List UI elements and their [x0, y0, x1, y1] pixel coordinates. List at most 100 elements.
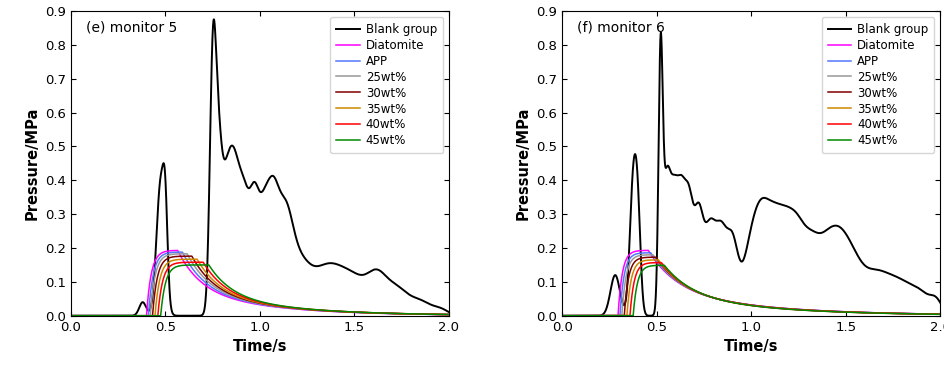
APP — [780, 306, 791, 311]
25wt% — [647, 253, 658, 257]
45wt% — [693, 290, 704, 295]
45wt% — [65, 314, 76, 318]
40wt% — [796, 308, 807, 312]
APP — [575, 314, 586, 318]
Line: Diatomite: Diatomite — [562, 250, 939, 316]
25wt% — [575, 314, 586, 318]
Diatomite — [305, 308, 316, 312]
35wt% — [575, 314, 586, 318]
Diatomite — [346, 310, 357, 315]
45wt% — [856, 311, 868, 315]
35wt% — [652, 258, 664, 262]
40wt% — [65, 314, 76, 318]
25wt% — [305, 308, 316, 312]
Line: 40wt%: 40wt% — [71, 262, 448, 316]
40wt% — [780, 307, 791, 311]
30wt% — [796, 308, 807, 312]
30wt% — [934, 312, 944, 316]
APP — [346, 310, 357, 314]
40wt% — [934, 312, 944, 316]
APP — [305, 308, 316, 312]
Diatomite — [575, 314, 586, 318]
Blank group — [305, 262, 316, 266]
45wt% — [836, 310, 848, 314]
Line: 30wt%: 30wt% — [71, 256, 448, 316]
Blank group — [556, 314, 567, 318]
25wt% — [202, 279, 213, 284]
30wt% — [443, 312, 454, 317]
Blank group — [208, 17, 219, 22]
45wt% — [658, 263, 669, 268]
45wt% — [346, 310, 357, 314]
30wt% — [84, 314, 95, 318]
45wt% — [934, 312, 944, 316]
APP — [443, 312, 454, 317]
40wt% — [289, 306, 300, 310]
40wt% — [305, 307, 316, 312]
Text: (f) monitor 6: (f) monitor 6 — [577, 20, 665, 34]
Line: Diatomite: Diatomite — [71, 250, 448, 316]
Blank group — [84, 314, 95, 318]
APP — [289, 307, 300, 311]
Text: (e) monitor 5: (e) monitor 5 — [86, 20, 177, 34]
40wt% — [84, 314, 95, 318]
Diatomite — [693, 291, 704, 295]
X-axis label: Time/s: Time/s — [723, 339, 778, 354]
25wt% — [796, 308, 807, 312]
APP — [856, 310, 868, 315]
Line: 45wt%: 45wt% — [562, 265, 939, 316]
35wt% — [556, 314, 567, 318]
35wt% — [443, 312, 454, 317]
Blank group — [934, 300, 944, 305]
25wt% — [780, 306, 791, 311]
Y-axis label: Pressure/MPa: Pressure/MPa — [25, 107, 40, 220]
Blank group — [289, 230, 300, 234]
30wt% — [780, 307, 791, 311]
25wt% — [346, 310, 357, 314]
45wt% — [796, 308, 807, 312]
35wt% — [346, 310, 357, 314]
25wt% — [181, 251, 193, 256]
45wt% — [556, 314, 567, 318]
Line: APP: APP — [562, 253, 939, 316]
APP — [202, 282, 213, 287]
Blank group — [202, 249, 213, 254]
25wt% — [693, 291, 704, 295]
35wt% — [856, 310, 868, 315]
35wt% — [192, 257, 203, 261]
45wt% — [780, 307, 791, 311]
Diatomite — [856, 310, 868, 315]
25wt% — [934, 312, 944, 316]
APP — [177, 250, 188, 254]
40wt% — [365, 311, 377, 315]
45wt% — [289, 306, 300, 310]
45wt% — [202, 263, 213, 267]
Line: 25wt%: 25wt% — [71, 254, 448, 316]
30wt% — [556, 314, 567, 318]
45wt% — [305, 307, 316, 311]
Blank group — [443, 310, 454, 314]
30wt% — [202, 276, 213, 280]
APP — [934, 312, 944, 316]
Blank group — [575, 314, 586, 318]
30wt% — [693, 291, 704, 295]
35wt% — [84, 314, 95, 318]
35wt% — [780, 307, 791, 311]
35wt% — [202, 272, 213, 277]
35wt% — [796, 308, 807, 312]
45wt% — [84, 314, 95, 318]
45wt% — [443, 312, 454, 317]
30wt% — [836, 310, 848, 314]
25wt% — [365, 311, 377, 315]
Legend: Blank group, Diatomite, APP, 25wt%, 30wt%, 35wt%, 40wt%, 45wt%: Blank group, Diatomite, APP, 25wt%, 30wt… — [821, 17, 934, 153]
Line: APP: APP — [71, 252, 448, 316]
40wt% — [655, 260, 666, 265]
35wt% — [365, 311, 377, 315]
Blank group — [365, 269, 377, 273]
APP — [693, 291, 704, 295]
30wt% — [856, 310, 868, 315]
Blank group — [693, 201, 704, 205]
APP — [556, 314, 567, 318]
Diatomite — [202, 285, 213, 289]
25wt% — [443, 312, 454, 317]
